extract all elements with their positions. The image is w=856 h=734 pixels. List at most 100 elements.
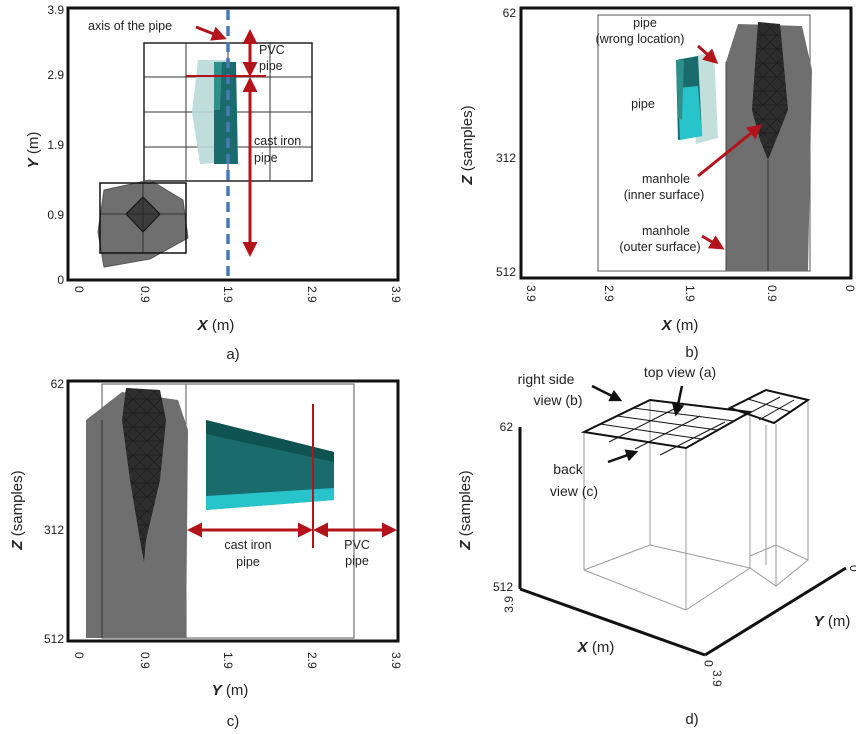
manhole-back-view <box>86 388 188 638</box>
x-axis-var: X <box>661 317 673 334</box>
manhole-box <box>582 399 752 611</box>
tick-z-512: 512 <box>496 265 516 279</box>
label-back-line1: back <box>553 461 584 477</box>
label-pvc-pipe-line1: PVC <box>259 43 285 57</box>
label-manhole-outer-line2: (outer surface) <box>619 240 700 254</box>
tick-y-0-bottom: 0 <box>702 660 716 667</box>
x-ticks: 3.9 2.9 1.9 0.9 0 <box>524 285 856 302</box>
top-grid-pipe <box>727 388 811 425</box>
label-right-side-line1: right side <box>518 371 575 387</box>
tick-x-0: 0 <box>843 285 856 292</box>
tick-x-3.9: 3.9 <box>389 286 403 303</box>
y-axis-label: Y (m) <box>25 132 42 169</box>
label-pipe-wrong-line2: (wrong location) <box>596 32 685 46</box>
tick-y-3.9: 3.9 <box>710 670 724 687</box>
tick-y-0: 0 <box>57 273 64 287</box>
tick-z-312: 312 <box>496 151 516 165</box>
x-ticks: 0 0.9 1.9 2.9 3.9 <box>72 286 403 303</box>
y-axis-label: Y (m) <box>212 682 249 699</box>
panel-b: pipe (wrong location) pipe manhole (inne… <box>459 6 856 361</box>
tick-x-3.9: 3.9 <box>524 285 538 302</box>
pipe-top-view <box>192 60 238 164</box>
tick-x-3.9: 3.9 <box>502 596 516 613</box>
plot-frame <box>66 6 400 282</box>
arrow-top-view <box>671 385 685 417</box>
x-axis-unit: (m) <box>208 317 235 334</box>
tick-y-2.9: 2.9 <box>305 652 319 669</box>
tick-x-2.9: 2.9 <box>305 286 319 303</box>
tick-x-1.9: 1.9 <box>221 286 235 303</box>
x-axis-unit: (m) <box>588 639 615 656</box>
x-axis-var: X <box>577 639 589 656</box>
tick-z-62: 62 <box>500 420 514 434</box>
tick-y-3.9: 3.9 <box>47 3 64 17</box>
caption-b: b) <box>685 344 698 361</box>
arrow-pipe-wrong <box>697 44 719 64</box>
y-axis-var: Y <box>25 156 42 168</box>
label-top-view: top view (a) <box>644 364 716 380</box>
y-axis-label: Y (m) <box>814 613 851 630</box>
pipe-box <box>728 389 810 587</box>
label-back-line2: view (c) <box>550 483 598 499</box>
tick-y-3.9: 3.9 <box>389 652 403 669</box>
z-axis-label: Z (samples) <box>9 470 26 550</box>
tick-y-1.9: 1.9 <box>221 652 235 669</box>
z-ticks: 62 312 512 <box>44 377 64 646</box>
pipe-side-view <box>676 50 718 144</box>
caption-a: a) <box>226 346 239 363</box>
panel-c: cast iron pipe PVC pipe 62 312 512 0 0.9… <box>9 377 403 730</box>
plot-frame <box>519 6 853 280</box>
tick-x-0: 0 <box>72 286 86 293</box>
arrow-manhole-inner <box>697 124 763 178</box>
z-axis-unit: (samples) <box>457 470 474 540</box>
label-pvc-line1: PVC <box>344 538 370 552</box>
x-axis-label: X (m) <box>197 317 235 334</box>
label-pipe: pipe <box>631 97 655 111</box>
label-cast-iron-line1: cast iron <box>224 538 271 552</box>
z-axis-label: Z (samples) <box>457 470 474 550</box>
top-grid-manhole <box>580 398 754 456</box>
panel-d: right side view (b) top view (a) back vi… <box>457 364 856 728</box>
label-manhole-inner-line1: manhole <box>642 172 690 186</box>
z-ticks: 62 312 512 <box>496 6 516 279</box>
label-cast-iron-line2: pipe <box>254 151 278 165</box>
label-pipe-wrong-line1: pipe <box>633 16 657 30</box>
z-axis-var: Z <box>457 540 474 551</box>
tick-right-0: 0 <box>847 565 856 572</box>
x-axis-label: X (m) <box>661 317 699 334</box>
label-cast-iron-line2: pipe <box>236 555 260 569</box>
z-axis-unit: (samples) <box>9 470 26 540</box>
y-axis-unit: (m) <box>824 613 851 630</box>
tick-y-0.9: 0.9 <box>138 652 152 669</box>
ticks-3d: 62 512 3.9 0 3.9 0 <box>493 420 856 687</box>
label-pvc-line2: pipe <box>345 554 369 568</box>
y-axis-unit: (m) <box>222 682 249 699</box>
x-axis-var: X <box>197 317 209 334</box>
y-ticks: 0 0.9 1.9 2.9 3.9 <box>72 652 403 669</box>
panel-a: axis of the pipe PVC pipe cast iron pipe… <box>25 3 403 363</box>
label-axis-of-pipe: axis of the pipe <box>88 19 172 33</box>
tick-x-0.9: 0.9 <box>138 286 152 303</box>
tick-z-62: 62 <box>51 377 65 391</box>
tick-x-2.9: 2.9 <box>602 285 616 302</box>
x-axis-unit: (m) <box>672 317 699 334</box>
label-manhole-inner-line2: (inner surface) <box>624 188 705 202</box>
tick-z-512: 512 <box>493 580 513 594</box>
z-axis-var: Z <box>9 540 26 551</box>
y-ticks: 3.9 2.9 1.9 0.9 0 <box>47 3 64 287</box>
label-pvc-pipe-line2: pipe <box>259 59 283 73</box>
tick-y-0: 0 <box>72 652 86 659</box>
y-axis-var: Y <box>212 682 224 699</box>
z-axis-var: Z <box>459 175 476 186</box>
x-axis-label: X (m) <box>577 639 615 656</box>
label-right-side-line2: view (b) <box>533 392 582 408</box>
y-axis-var: Y <box>814 613 826 630</box>
tick-z-512: 512 <box>44 632 64 646</box>
manhole-top-view <box>97 179 189 268</box>
tick-y-1.9: 1.9 <box>47 138 64 152</box>
tick-x-0.9: 0.9 <box>765 285 779 302</box>
y-axis-unit: (m) <box>25 132 42 159</box>
axes-3d <box>518 427 847 657</box>
tick-z-312: 312 <box>44 523 64 537</box>
